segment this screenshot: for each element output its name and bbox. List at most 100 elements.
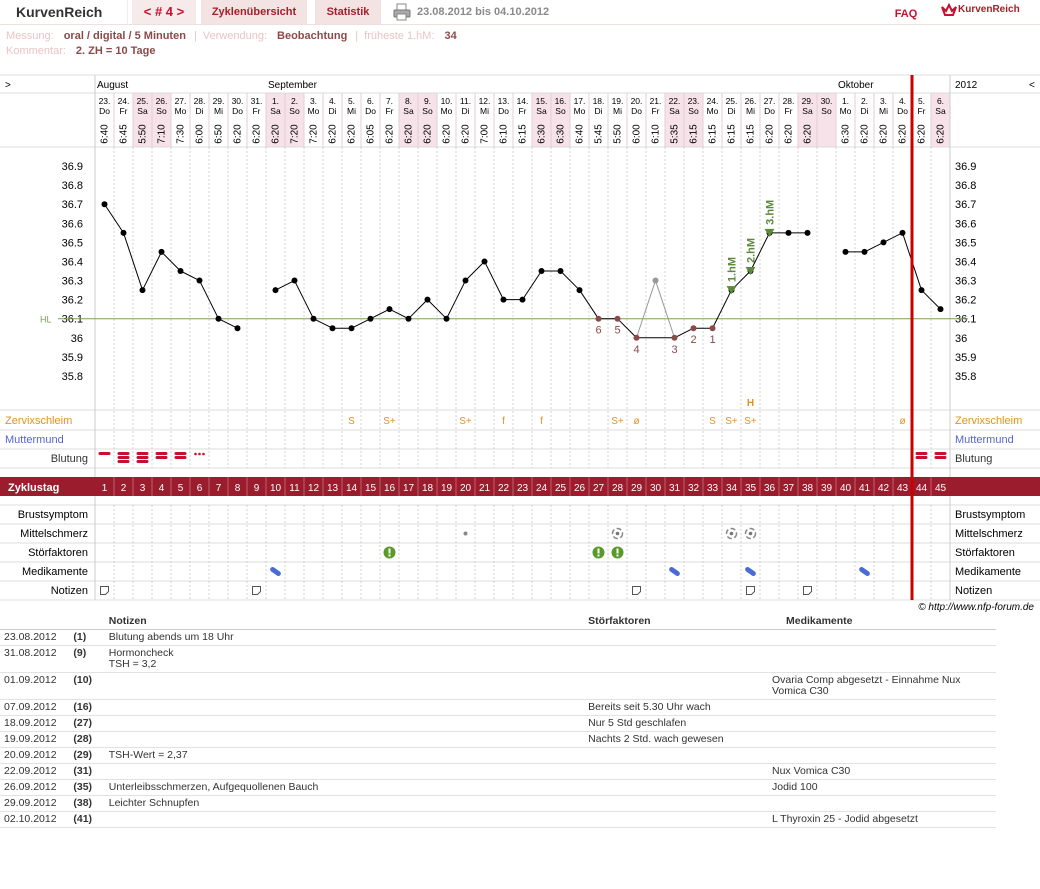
date: 28. xyxy=(783,96,795,106)
note-icon xyxy=(746,586,755,595)
temp-segment xyxy=(408,299,428,320)
date: 31. xyxy=(251,96,263,106)
y-tick-label: 36.7 xyxy=(62,199,83,211)
y-tick-label: 36.9 xyxy=(62,161,83,173)
dot xyxy=(748,531,753,536)
cycle-day: 28 xyxy=(612,483,624,494)
paper xyxy=(632,586,641,595)
cycle-day: 43 xyxy=(897,483,909,494)
cervix-entry: f xyxy=(540,416,543,427)
temp-segment xyxy=(180,270,200,281)
weekday: Sa xyxy=(270,106,281,116)
cycle-label: Zyklustag xyxy=(8,482,59,494)
bleeding-mark xyxy=(194,452,205,456)
cycle-day: 1 xyxy=(102,483,108,494)
temp-segment xyxy=(104,203,124,234)
date: 6. xyxy=(937,96,944,106)
day-cell: (16) xyxy=(69,699,105,716)
time: 7:10 xyxy=(157,124,168,144)
temp-segment xyxy=(389,308,409,320)
cycle-day: 2 xyxy=(121,483,127,494)
date: 24. xyxy=(118,96,130,106)
cycle-day: 25 xyxy=(555,483,567,494)
tab[interactable]: Zyklenübersicht xyxy=(201,0,307,24)
note-row: 20.09.2012 (29) TSH-Wert = 2,37 xyxy=(0,747,996,764)
dot xyxy=(615,531,620,536)
disturbance-cell xyxy=(584,645,768,673)
temp-point xyxy=(405,315,412,322)
pain-icon xyxy=(744,527,757,540)
row-label: Muttermund xyxy=(5,434,64,446)
note-line: TSH-Wert = 2,37 xyxy=(108,749,188,761)
y-tick-label: 35.8 xyxy=(62,371,83,383)
bleeding-bar xyxy=(136,460,149,463)
temp-point xyxy=(310,315,317,322)
disturbance-cell xyxy=(584,763,768,780)
logo[interactable]: KurvenReich xyxy=(0,0,128,24)
label: Kommentar: xyxy=(6,45,66,57)
note-icon xyxy=(252,586,261,595)
brand-icon xyxy=(941,2,957,16)
faq-link[interactable]: FAQ xyxy=(894,8,918,20)
cycle-day: 16 xyxy=(384,483,396,494)
weekday: Fr xyxy=(385,106,393,116)
cervix-entry: S xyxy=(709,416,716,427)
nav-left[interactable]: > xyxy=(5,80,11,91)
weekend-shade xyxy=(133,93,152,147)
date: 10. xyxy=(441,96,453,106)
header-cell: Störfaktoren xyxy=(584,613,768,630)
note-line: Hormoncheck xyxy=(108,647,174,659)
cycle-day: 22 xyxy=(498,483,510,494)
cycle-nav[interactable]: < # 4 > xyxy=(132,0,196,24)
notes-cell xyxy=(104,715,585,732)
cycle-day: 38 xyxy=(802,483,814,494)
year: 2012 xyxy=(955,80,978,91)
temp-point xyxy=(158,248,165,255)
cycle-day: 13 xyxy=(327,483,339,494)
cycle-day: 31 xyxy=(669,483,681,494)
temp-segment xyxy=(275,280,295,291)
temp-point xyxy=(500,296,507,303)
count-label: 6 xyxy=(595,325,601,337)
tab[interactable]: Statistik xyxy=(315,0,381,24)
bar xyxy=(597,554,600,557)
brand[interactable]: KurvenReich xyxy=(958,4,1020,15)
notes-cell: Leichter Schnupfen xyxy=(104,795,585,812)
bleeding-dot xyxy=(202,452,205,456)
date: 30. xyxy=(232,96,244,106)
temp-point xyxy=(481,258,488,265)
pain-icon xyxy=(725,527,738,540)
disturbance-cell xyxy=(584,672,768,700)
nav-right[interactable]: < xyxy=(1029,80,1035,91)
time: 6:20 xyxy=(252,124,263,144)
bar xyxy=(616,554,619,557)
temp-point xyxy=(386,306,393,313)
day-cell: (9) xyxy=(69,645,105,673)
bleeding-bar xyxy=(174,452,187,455)
y-tick-label: 35.8 xyxy=(955,371,976,383)
date: 21. xyxy=(650,96,662,106)
disturbance-cell: Nur 5 Std geschlafen xyxy=(584,715,768,732)
temp-segment xyxy=(655,280,675,338)
print-icon[interactable] xyxy=(393,3,411,21)
y-tick-label: 36.2 xyxy=(955,295,976,307)
weekday: Di xyxy=(328,106,336,116)
date: 25. xyxy=(137,96,149,106)
temp-point xyxy=(329,325,336,332)
h-label: H xyxy=(747,398,754,409)
row-label: Brustsymptom xyxy=(955,509,1025,521)
temp-segment xyxy=(560,270,580,291)
temp-point xyxy=(918,287,925,294)
temp-point xyxy=(937,306,944,313)
day-cell: (38) xyxy=(69,795,105,812)
alert-icon xyxy=(383,546,396,559)
bleeding-bar xyxy=(915,452,928,455)
notes-cell: TSH-Wert = 2,37 xyxy=(104,747,585,764)
bleeding-mark xyxy=(934,452,947,459)
date-cell: 31.08.2012 xyxy=(0,645,70,673)
weekend-shade xyxy=(551,93,570,147)
paper xyxy=(252,586,261,595)
month-label: August xyxy=(97,80,128,91)
date: 1. xyxy=(272,96,279,106)
